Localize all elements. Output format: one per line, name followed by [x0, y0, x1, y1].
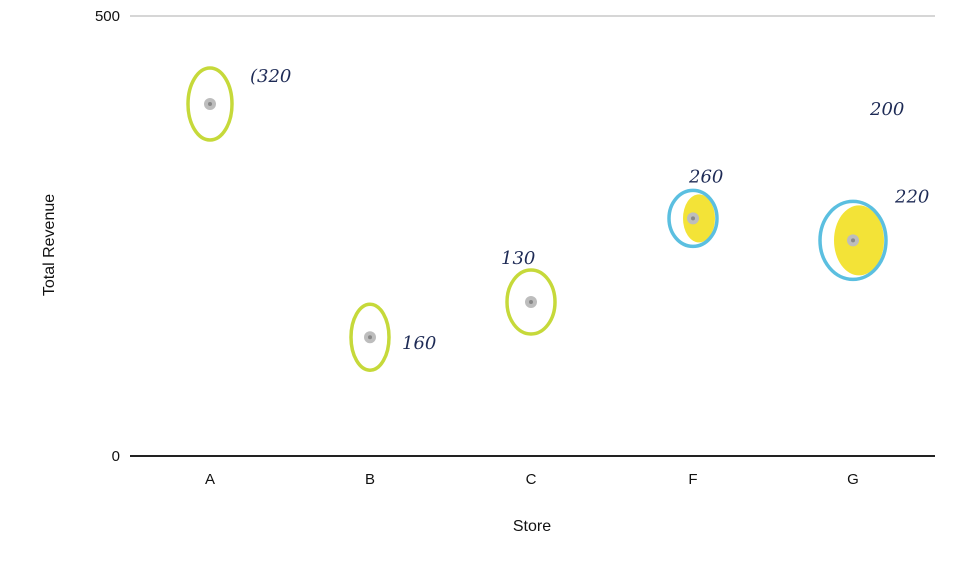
x-tick-label: C: [526, 471, 537, 488]
y-tick-label: 0: [112, 448, 120, 465]
x-tick-label: G: [847, 471, 859, 488]
y-tick-label: 500: [95, 8, 120, 25]
annotation-text: 220: [894, 186, 929, 207]
data-points: [186, 66, 888, 372]
handwritten-annotations: (320 160 130 260 220 200: [250, 66, 929, 354]
y-axis-title: Total Revenue: [41, 194, 58, 296]
annotation-text: (320: [250, 66, 291, 87]
annotation-text: 160: [402, 333, 436, 354]
highlight-circle: [349, 302, 391, 372]
data-point-center: [208, 102, 212, 106]
data-point-center: [368, 335, 372, 340]
annotation-text-extra: 200: [869, 99, 904, 120]
x-tick-label: B: [365, 471, 375, 488]
highlight-circle: [667, 188, 719, 249]
x-axis-title: Store: [513, 518, 551, 535]
data-point-center: [529, 300, 533, 304]
data-point-center: [691, 216, 695, 221]
highlight-circle: [818, 199, 888, 282]
highlight-circle: [186, 66, 234, 142]
x-tick-label: F: [688, 471, 697, 488]
highlight-circle: [505, 268, 557, 336]
annotation-text: 260: [688, 166, 723, 187]
data-point-center: [851, 238, 855, 243]
y-axis: 0 500: [95, 8, 120, 465]
x-tick-label: A: [205, 471, 215, 488]
annotation-text: 130: [501, 248, 535, 269]
